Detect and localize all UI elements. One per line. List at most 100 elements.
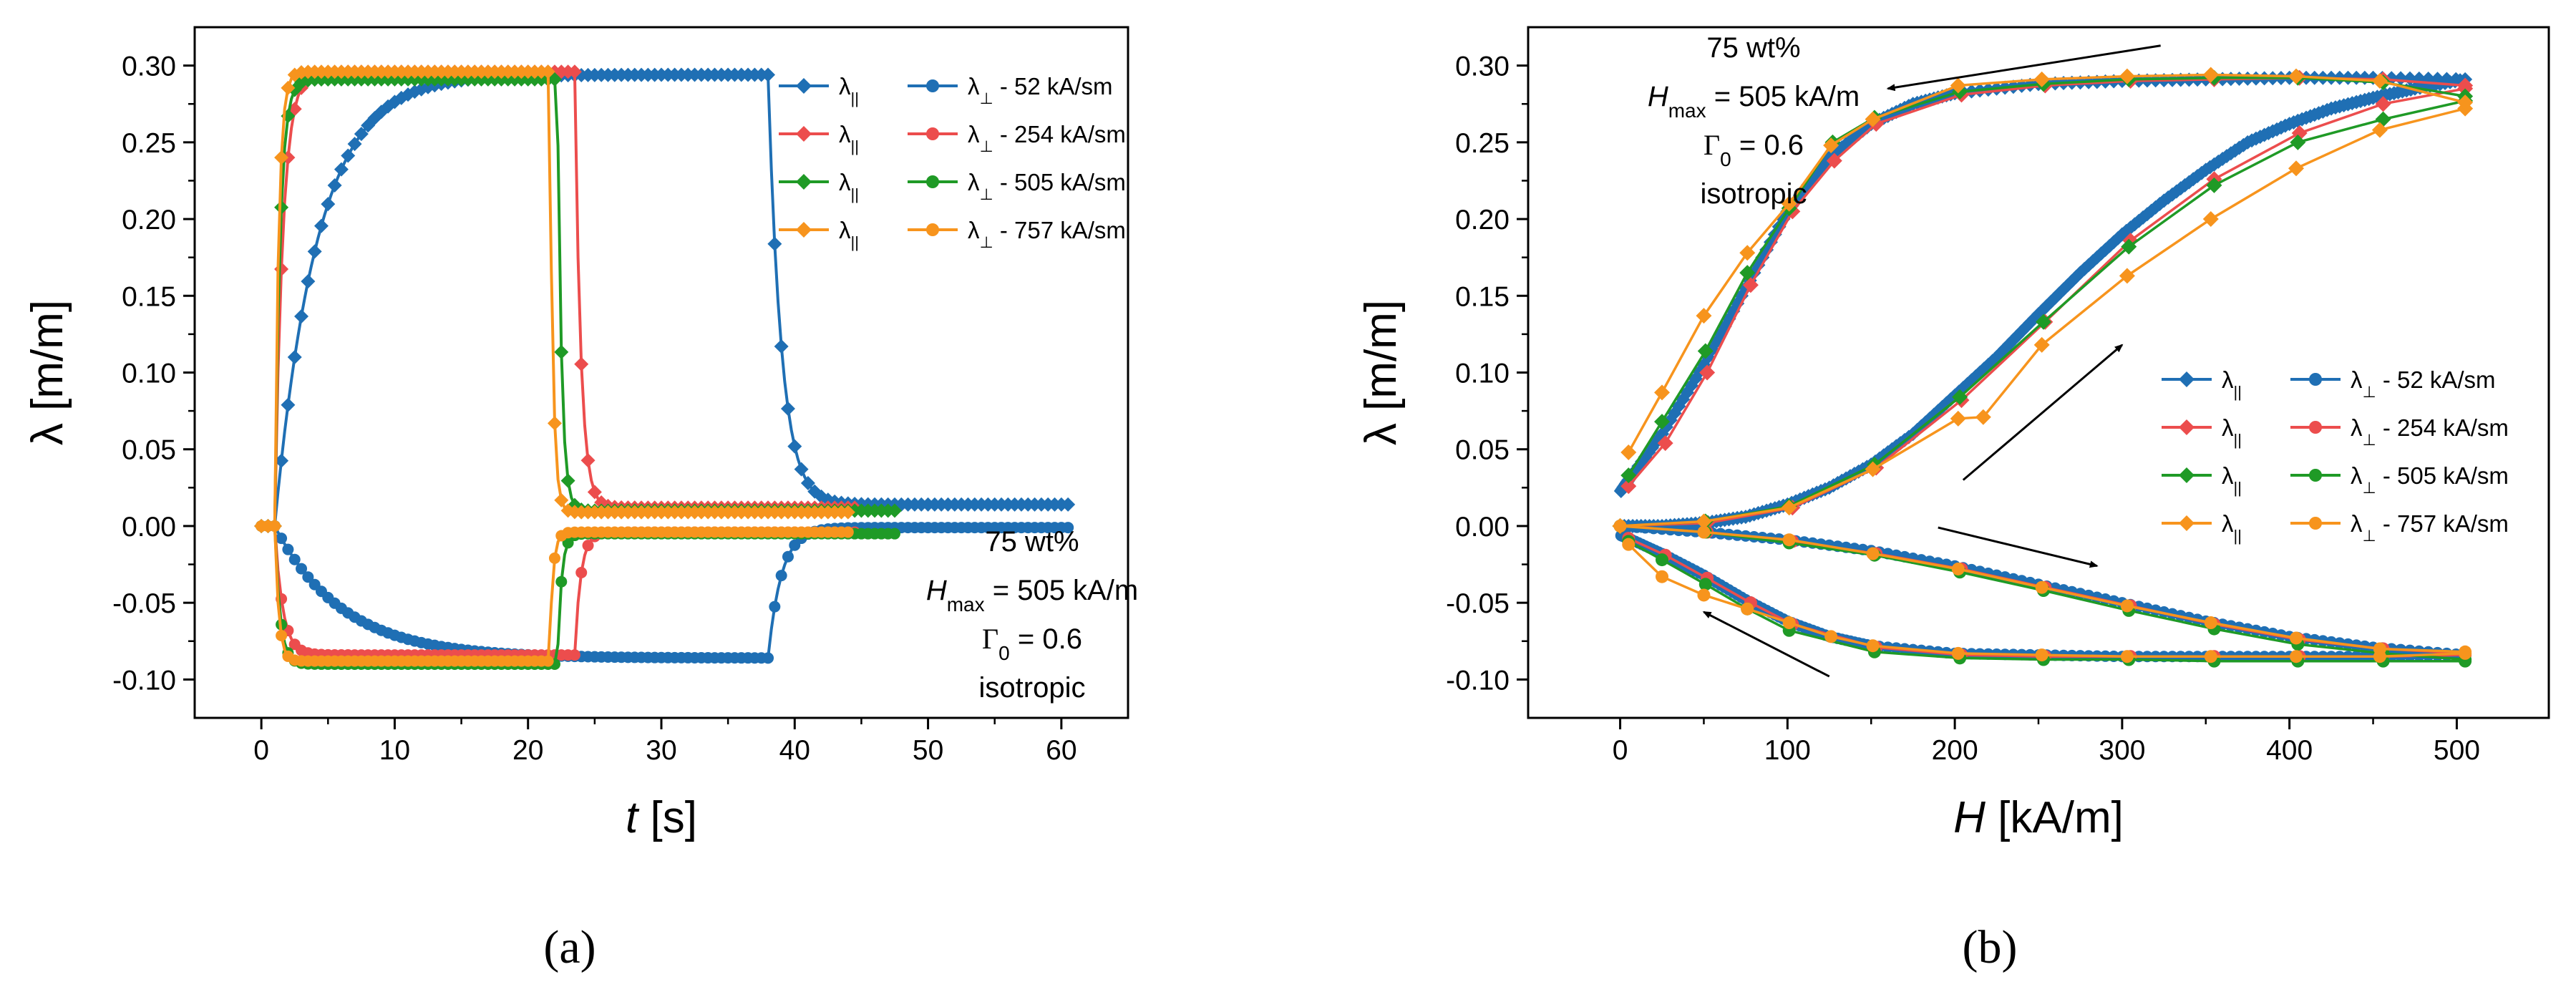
data-point <box>282 543 294 555</box>
legend-par-symbol: λ <box>839 121 851 147</box>
data-point <box>281 397 296 412</box>
annotation-gamma-sub: 0 <box>1720 148 1731 170</box>
legend-perp-symbol: λ <box>968 73 980 99</box>
data-point <box>2309 517 2322 530</box>
y-tick-label: -0.10 <box>112 665 176 696</box>
data-point <box>1696 308 1712 324</box>
plot-area <box>254 64 1076 670</box>
legend-perp-sub: ⊥ <box>980 185 993 203</box>
data-point <box>334 162 349 177</box>
data-point <box>582 540 594 552</box>
legend-field-label: - 254 kA/sm <box>993 121 1126 147</box>
data-point <box>567 64 582 79</box>
legend-label-par: λ|| <box>839 73 859 107</box>
x-tick-label: 400 <box>2266 735 2313 766</box>
data-point <box>2036 313 2052 330</box>
y-tick-label: -0.05 <box>1446 588 1510 619</box>
data-point <box>1741 602 1754 616</box>
legend-par-symbol: λ <box>2222 366 2234 393</box>
x-tick-label: 0 <box>253 735 269 766</box>
data-point <box>276 630 288 642</box>
legend-par-sub: || <box>851 185 859 203</box>
legend-perp-sub: ⊥ <box>2363 431 2376 449</box>
data-point <box>274 150 289 165</box>
legend-perp-symbol: λ <box>968 121 980 147</box>
y-tick-label: 0.15 <box>1455 281 1510 312</box>
legend-label-perp: λ⊥ - 505 kA/sm <box>968 169 1126 203</box>
data-point <box>1699 364 1716 381</box>
legend-label-par: λ|| <box>2222 414 2242 449</box>
legend-par-symbol: λ <box>839 217 851 243</box>
data-point <box>842 526 854 538</box>
data-point <box>268 520 281 532</box>
data-point <box>2119 268 2135 284</box>
data-point <box>796 222 812 238</box>
data-point <box>1613 519 1627 533</box>
legend-par-symbol: λ <box>839 73 851 99</box>
data-point <box>2179 419 2195 435</box>
legend-field-label: - 52 kA/sm <box>993 73 1113 99</box>
annotation-gamma: Γ0 = 0.6 <box>1703 129 1804 170</box>
y-axis-label: λ [m/m] <box>23 300 72 445</box>
data-point <box>1698 578 1712 591</box>
y-tick-label: 0.10 <box>122 359 176 389</box>
legend-label-perp: λ⊥ - 757 kA/sm <box>968 217 1126 251</box>
chart-a: 0 10 20 30 40 50 60 -0.10 -0.05 0.00 0.05 0.10 0.15 0… <box>23 26 1138 973</box>
data-point <box>1697 343 1714 359</box>
y-tick-label: 0.30 <box>1455 52 1510 82</box>
data-point <box>2288 68 2305 84</box>
data-point <box>926 127 939 140</box>
annotation-a: 75 wt% Hmax = 505 kA/m Γ0 = 0.6 isotropic <box>926 526 1138 704</box>
legend-a: λ|| λ⊥ - 52 kA/smλ|| λ⊥ - 254 kA/smλ|| λ⊥ -… <box>779 73 1126 251</box>
data-point <box>2290 650 2303 663</box>
plot-area <box>1612 67 2474 668</box>
legend-perp-symbol: λ <box>2351 414 2363 441</box>
y-axis-label: λ [m/m] <box>1356 300 1406 445</box>
direction-arrow <box>1962 344 2124 481</box>
data-point <box>542 655 554 667</box>
data-point <box>1826 152 1842 169</box>
data-point <box>307 244 322 259</box>
data-point <box>2179 371 2195 387</box>
data-point <box>2119 68 2135 84</box>
x-tick-label: 30 <box>646 735 676 766</box>
data-point <box>2290 134 2306 150</box>
data-point <box>2120 650 2134 663</box>
data-point <box>1952 389 1968 405</box>
annotation-hmax-symbol: H <box>1648 81 1668 112</box>
data-point <box>1824 630 1838 643</box>
chart-b: 0 100 200 300 400 500 -0.10 -0.05 0.00 0.05 0.10 0.… <box>1356 26 2550 973</box>
data-point <box>274 200 289 215</box>
x-axis-symbol: H <box>1953 793 1986 842</box>
x-tick-label: 20 <box>512 735 543 766</box>
annotation-hmax-symbol: H <box>926 575 947 606</box>
x-tick-label: 300 <box>2099 735 2145 766</box>
legend-par-sub: || <box>2234 383 2242 401</box>
data-point <box>327 178 342 193</box>
legend-label-par: λ|| <box>2222 510 2242 545</box>
annotation-hmax-value: = 505 kA/m <box>985 575 1139 606</box>
data-point <box>276 533 288 545</box>
data-point <box>287 350 302 365</box>
data-point <box>762 652 774 664</box>
legend-perp-symbol: λ <box>2351 366 2363 393</box>
legend-par-symbol: λ <box>839 169 851 195</box>
data-point <box>2457 77 2474 94</box>
x-axis-unit: [kA/m] <box>1986 793 2124 842</box>
data-point <box>580 453 596 468</box>
annotation-hmax: Hmax = 505 kA/m <box>926 575 1138 616</box>
data-point <box>1742 277 1759 293</box>
data-point <box>1975 409 1991 425</box>
data-point <box>767 236 782 251</box>
panel-label: (a) <box>543 921 596 973</box>
data-point <box>2309 373 2322 386</box>
data-point <box>2288 160 2305 177</box>
legend-par-symbol: λ <box>2222 414 2234 441</box>
x-axis-label: t [s] <box>626 793 697 842</box>
data-point <box>774 339 789 354</box>
y-tick-label: 0.20 <box>122 205 176 235</box>
series-line-par <box>261 70 848 527</box>
data-point <box>548 552 560 564</box>
data-point <box>800 476 815 491</box>
